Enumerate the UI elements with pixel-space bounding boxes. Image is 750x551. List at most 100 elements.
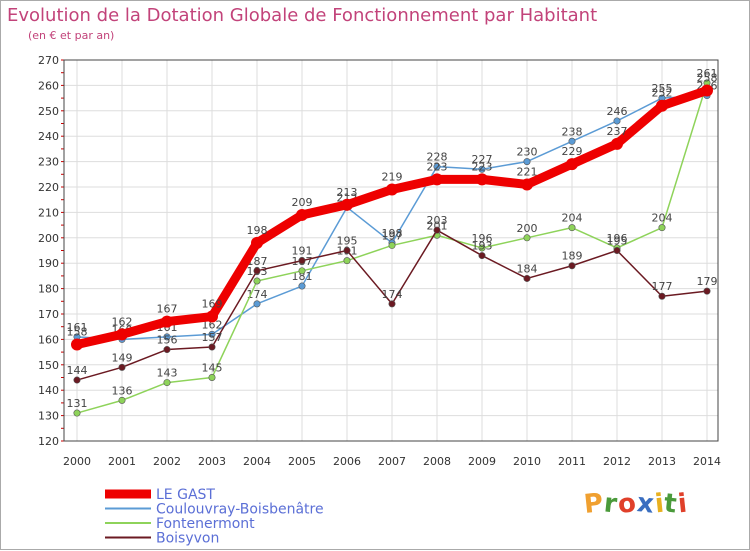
data-point-le-gast — [341, 198, 353, 211]
data-label-coulouvray-boisbenatre: 230 — [517, 146, 538, 159]
data-label-le-gast: 219 — [382, 171, 403, 184]
data-label-boisyvon: 174 — [382, 288, 403, 301]
data-label-boisyvon: 149 — [112, 351, 133, 364]
x-tick-label: 2000 — [63, 455, 91, 468]
data-label-fontenermont: 136 — [112, 384, 133, 397]
data-point-le-gast — [431, 173, 443, 186]
x-tick-label: 2008 — [423, 455, 451, 468]
x-tick-label: 2009 — [468, 455, 496, 468]
legend-label-coulouvray-boisbenatre: Coulouvray-Boisbenâtre — [156, 502, 324, 518]
x-tick-label: 2007 — [378, 455, 406, 468]
data-point-fontenermont — [163, 379, 171, 387]
data-label-le-gast: 229 — [562, 145, 583, 158]
data-label-coulouvray-boisbenatre: 246 — [607, 105, 628, 118]
data-point-fontenermont — [253, 277, 261, 285]
chart-title: Evolution de la Dotation Globale de Fonc… — [7, 5, 598, 26]
y-tick-label: 240 — [38, 130, 59, 143]
y-tick-label: 180 — [38, 283, 59, 296]
data-point-coulouvray-boisbenatre — [478, 165, 486, 173]
data-point-le-gast — [566, 158, 578, 171]
legend-label-le-gast: LE GAST — [156, 487, 215, 503]
data-label-boisyvon: 195 — [607, 235, 628, 248]
data-point-boisyvon — [433, 226, 441, 234]
data-point-le-gast — [476, 173, 488, 186]
data-point-le-gast — [116, 328, 128, 341]
data-label-le-gast: 213 — [337, 186, 358, 199]
data-point-boisyvon — [658, 292, 666, 300]
data-point-boisyvon — [568, 262, 576, 270]
x-tick-label: 2002 — [153, 455, 181, 468]
data-point-le-gast — [161, 315, 173, 328]
data-point-le-gast — [296, 208, 308, 221]
data-label-coulouvray-boisbenatre: 227 — [472, 153, 493, 166]
data-point-fontenermont — [73, 409, 81, 417]
data-label-coulouvray-boisbenatre: 161 — [67, 321, 88, 334]
data-point-boisyvon — [208, 343, 216, 351]
legend-label-fontenermont: Fontenermont — [156, 516, 255, 532]
data-point-fontenermont — [568, 224, 576, 232]
y-tick-label: 160 — [38, 333, 59, 346]
y-tick-label: 120 — [38, 435, 59, 448]
data-point-coulouvray-boisbenatre — [568, 137, 576, 145]
data-point-fontenermont — [208, 373, 216, 381]
data-label-le-gast: 258 — [697, 71, 718, 84]
data-label-fontenermont: 145 — [202, 362, 223, 375]
y-tick-label: 150 — [38, 359, 59, 372]
data-label-fontenermont: 261 — [697, 67, 718, 80]
data-label-le-gast: 162 — [112, 315, 133, 328]
data-label-fontenermont: 131 — [67, 397, 88, 410]
data-point-boisyvon — [388, 300, 396, 308]
data-label-boisyvon: 156 — [157, 334, 178, 347]
x-tick-label: 2004 — [243, 455, 271, 468]
x-tick-label: 2014 — [693, 455, 721, 468]
data-label-coulouvray-boisbenatre: 181 — [292, 270, 313, 283]
data-label-le-gast: 158 — [67, 325, 88, 338]
data-point-boisyvon — [118, 363, 126, 371]
data-label-le-gast: 223 — [472, 160, 493, 173]
data-point-fontenermont — [523, 234, 531, 242]
x-tick-label: 2006 — [333, 455, 361, 468]
y-tick-label: 230 — [38, 156, 59, 169]
data-point-fontenermont — [478, 244, 486, 252]
data-label-boisyvon: 189 — [562, 250, 583, 263]
y-tick-label: 130 — [38, 410, 59, 423]
data-point-boisyvon — [298, 257, 306, 265]
y-tick-label: 210 — [38, 206, 59, 219]
data-point-boisyvon — [703, 287, 711, 295]
x-tick-label: 2013 — [648, 455, 676, 468]
y-tick-label: 250 — [38, 105, 59, 118]
x-tick-label: 2012 — [603, 455, 631, 468]
data-label-boisyvon: 157 — [202, 331, 223, 344]
data-point-boisyvon — [613, 247, 621, 255]
data-point-coulouvray-boisbenatre — [253, 300, 261, 308]
data-label-boisyvon: 193 — [472, 240, 493, 253]
logo-letter: i — [676, 488, 690, 520]
data-label-boisyvon: 203 — [427, 214, 448, 227]
data-point-le-gast — [521, 178, 533, 191]
x-tick-label: 2003 — [198, 455, 226, 468]
y-tick-label: 190 — [38, 257, 59, 270]
data-label-fontenermont: 204 — [562, 212, 583, 225]
x-tick-label: 2010 — [513, 455, 541, 468]
data-label-boisyvon: 184 — [517, 262, 538, 275]
data-label-le-gast: 198 — [247, 224, 268, 237]
plot-border — [63, 59, 719, 442]
data-point-fontenermont — [298, 267, 306, 275]
plot-area — [63, 59, 719, 442]
data-label-fontenermont: 196 — [607, 232, 628, 245]
data-point-le-gast — [701, 84, 713, 97]
y-tick-label: 270 — [38, 54, 59, 67]
data-point-le-gast — [206, 310, 218, 323]
legend-label-boisyvon: Boisyvon — [156, 531, 219, 547]
data-point-fontenermont — [118, 396, 126, 404]
data-label-fontenermont: 143 — [157, 367, 178, 380]
y-tick-label: 260 — [38, 79, 59, 92]
data-point-boisyvon — [253, 267, 261, 275]
data-point-fontenermont — [388, 241, 396, 249]
data-point-coulouvray-boisbenatre — [433, 163, 441, 171]
data-label-le-gast: 221 — [517, 165, 538, 178]
data-point-fontenermont — [658, 224, 666, 232]
data-point-boisyvon — [523, 274, 531, 282]
data-point-coulouvray-boisbenatre — [208, 330, 216, 338]
data-label-coulouvray-boisbenatre: 238 — [562, 125, 583, 138]
